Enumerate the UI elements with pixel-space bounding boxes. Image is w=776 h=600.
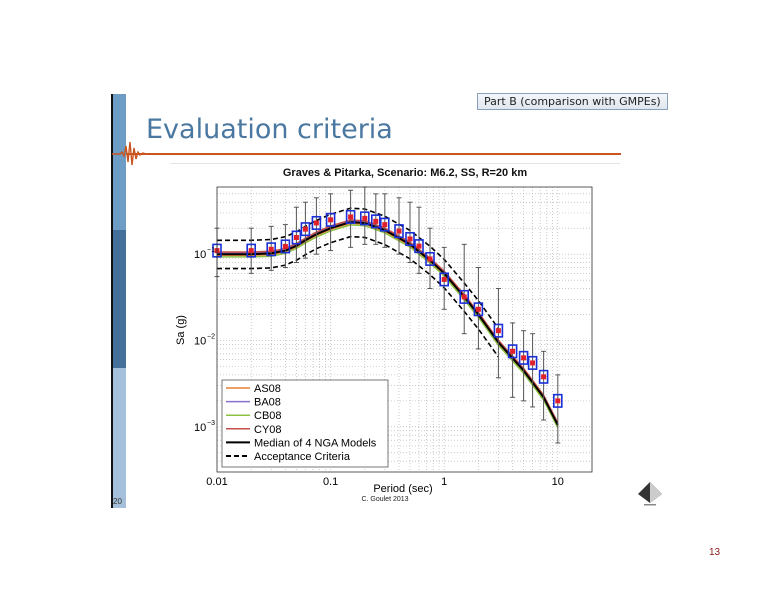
data-box bbox=[380, 217, 390, 232]
y-tick-exponent: −1 bbox=[207, 247, 215, 254]
data-box bbox=[371, 214, 381, 229]
data-box bbox=[266, 242, 277, 257]
legend-label: AS08 bbox=[254, 383, 281, 395]
sidebar-segment-middle bbox=[113, 230, 126, 368]
section-badge: Part B (comparison with GMPEs) bbox=[477, 93, 668, 110]
legend-box bbox=[221, 379, 389, 468]
y-tick-base: 10 bbox=[194, 249, 206, 261]
data-point bbox=[302, 226, 308, 232]
sidebar-segment-bottom bbox=[113, 368, 126, 508]
data-point bbox=[396, 228, 402, 234]
data-box bbox=[405, 231, 415, 246]
y-tick-base: 10 bbox=[194, 336, 206, 348]
credit: C. Goulet 2013 bbox=[361, 496, 409, 503]
legend-label: Acceptance Criteria bbox=[254, 451, 351, 463]
x-axis-label: Period (sec) bbox=[373, 483, 432, 495]
data-box bbox=[459, 289, 470, 304]
data-box bbox=[311, 215, 322, 230]
data-point bbox=[348, 214, 354, 220]
slide-title: Evaluation criteria bbox=[146, 114, 393, 145]
data-box bbox=[414, 239, 424, 254]
data-box bbox=[300, 222, 311, 237]
plot-frame bbox=[216, 186, 593, 473]
data-point bbox=[427, 256, 433, 262]
legend-label: CY08 bbox=[254, 424, 282, 436]
x-tick-label: 0.01 bbox=[206, 476, 227, 488]
y-tick-base: 10 bbox=[194, 422, 206, 434]
data-box bbox=[246, 243, 256, 258]
data-box bbox=[291, 230, 302, 245]
data-box bbox=[507, 344, 518, 359]
data-point bbox=[362, 215, 368, 221]
data-point bbox=[373, 218, 379, 224]
data-point bbox=[541, 374, 547, 380]
data-box bbox=[325, 212, 336, 227]
data-box bbox=[518, 350, 529, 365]
data-box bbox=[473, 302, 484, 317]
data-point bbox=[328, 217, 334, 223]
legend-label: BA08 bbox=[254, 397, 281, 409]
data-box bbox=[425, 251, 435, 266]
data-box bbox=[280, 239, 291, 254]
data-box bbox=[345, 209, 356, 224]
seismogram-icon bbox=[112, 141, 152, 166]
data-point bbox=[268, 246, 274, 252]
data-point bbox=[382, 222, 388, 228]
data-point bbox=[313, 220, 319, 226]
data-point bbox=[530, 360, 536, 366]
data-box bbox=[553, 393, 563, 408]
left-page-number: 20 bbox=[113, 497, 122, 506]
data-point bbox=[293, 235, 299, 241]
data-point bbox=[461, 294, 467, 300]
data-box bbox=[538, 369, 549, 384]
y-tick-exponent: −2 bbox=[207, 334, 215, 341]
data-point bbox=[521, 355, 527, 361]
legend-label: Median of 4 NGA Models bbox=[254, 437, 377, 449]
data-box bbox=[439, 272, 450, 287]
separator bbox=[170, 163, 620, 164]
data-point bbox=[555, 398, 561, 404]
data-point bbox=[407, 236, 413, 242]
simulation-points bbox=[212, 186, 563, 444]
data-box bbox=[359, 211, 370, 226]
data-box bbox=[493, 323, 504, 338]
slide-number: 13 bbox=[709, 547, 721, 558]
sidebar-line bbox=[111, 94, 113, 508]
chart-title: Graves & Pitarka, Scenario: M6.2, SS, R=… bbox=[282, 167, 528, 179]
data-point bbox=[282, 243, 288, 249]
x-tick-label: 1 bbox=[441, 476, 447, 488]
data-box bbox=[527, 355, 538, 370]
data-point bbox=[441, 276, 447, 282]
median-line bbox=[217, 221, 559, 426]
logo-icon bbox=[638, 482, 662, 506]
x-tick-label: 10 bbox=[552, 476, 564, 488]
data-point bbox=[248, 248, 254, 254]
legend-label: CB08 bbox=[254, 410, 282, 422]
data-point bbox=[475, 306, 481, 312]
data-box bbox=[394, 224, 404, 239]
x-tick-label: 0.1 bbox=[323, 476, 338, 488]
y-axis-label: Sa (g) bbox=[175, 315, 187, 345]
title-rule bbox=[126, 153, 621, 155]
data-point bbox=[495, 328, 501, 334]
data-point bbox=[416, 243, 422, 249]
y-tick-exponent: −3 bbox=[207, 420, 215, 427]
data-point bbox=[510, 348, 516, 354]
sidebar-segment-top bbox=[113, 94, 126, 230]
